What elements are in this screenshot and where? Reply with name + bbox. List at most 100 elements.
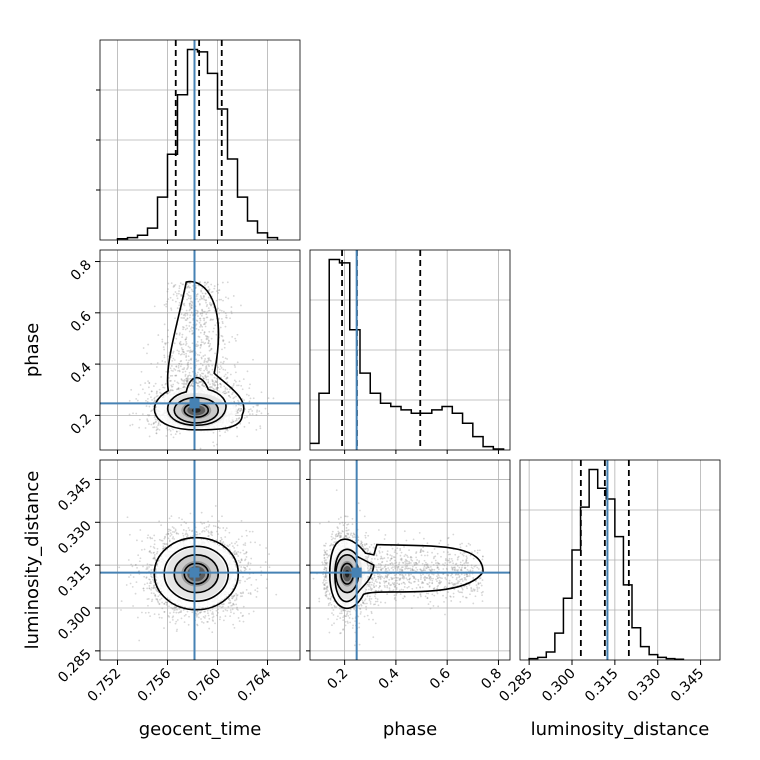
sample-point [203, 369, 206, 372]
sample-point [169, 388, 172, 391]
sample-point [226, 281, 229, 284]
sample-point [237, 384, 240, 387]
sample-point [167, 282, 170, 285]
sample-point [169, 374, 172, 377]
sample-point [169, 529, 172, 532]
sample-point [155, 392, 158, 395]
sample-point [183, 326, 185, 329]
sample-point [221, 335, 224, 338]
sample-point [165, 427, 168, 430]
sample-point [170, 365, 173, 367]
sample-point [182, 317, 184, 319]
sample-point [223, 543, 226, 546]
sample-point [158, 603, 161, 606]
sample-point [235, 380, 237, 383]
sample-point [196, 623, 199, 626]
sample-point [156, 362, 159, 364]
sample-point [222, 619, 225, 622]
sample-point [206, 369, 208, 372]
sample-point [172, 370, 174, 372]
sample-point [183, 386, 186, 388]
sample-point [208, 330, 211, 333]
sample-point [189, 321, 192, 324]
sample-point [211, 608, 214, 610]
sample-point [153, 586, 155, 588]
sample-point [148, 414, 151, 417]
sample-point [168, 616, 171, 618]
sample-point [185, 352, 187, 355]
sample-point [199, 373, 202, 376]
sample-point [148, 585, 151, 587]
sample-point [259, 427, 262, 430]
sample-point [237, 555, 240, 557]
sample-point [207, 296, 210, 299]
sample-point [215, 386, 218, 389]
sample-point [136, 566, 138, 569]
sample-point [225, 314, 228, 317]
contour-line [153, 280, 245, 431]
sample-point [180, 293, 182, 296]
density-panel-geocent_time-phase [100, 250, 300, 450]
sample-point [207, 534, 210, 537]
sample-point [200, 356, 203, 359]
sample-point [172, 286, 175, 288]
sample-point [197, 300, 200, 303]
sample-point [211, 364, 214, 367]
sample-point [200, 341, 203, 344]
sample-point [227, 597, 230, 600]
sample-point [184, 312, 187, 315]
sample-point [143, 583, 146, 586]
sample-point [196, 340, 199, 343]
sample-point [246, 565, 249, 568]
sample-point [175, 333, 178, 335]
sample-point [186, 534, 189, 537]
sample-point [183, 621, 186, 624]
sample-point [151, 598, 154, 601]
sample-point [207, 359, 210, 362]
sample-point [242, 620, 245, 623]
sample-point [260, 391, 263, 394]
sample-point [166, 601, 168, 604]
sample-point [235, 426, 238, 429]
sample-point [207, 531, 210, 534]
sample-point [236, 594, 239, 596]
sample-point [200, 367, 202, 370]
sample-point [182, 534, 185, 537]
sample-point [184, 338, 187, 341]
sample-point [163, 356, 166, 359]
sample-point [155, 552, 158, 555]
sample-point [170, 369, 173, 372]
sample-point [163, 323, 166, 326]
sample-point [206, 303, 209, 306]
sample-point [211, 290, 214, 293]
panel-frame [519, 459, 721, 661]
sample-point [256, 590, 259, 593]
sample-point [160, 616, 163, 619]
sample-point [185, 309, 188, 312]
sample-point [181, 379, 184, 382]
sample-point [256, 404, 259, 407]
sample-point [128, 533, 131, 536]
sample-point [147, 343, 150, 346]
sample-point [152, 557, 155, 560]
sample-point [203, 298, 206, 301]
sample-point [167, 377, 170, 379]
sample-point [180, 363, 183, 366]
sample-point [187, 374, 190, 377]
sample-point [188, 309, 191, 312]
sample-point [134, 592, 137, 595]
sample-point [198, 321, 201, 324]
sample-point [165, 303, 168, 305]
sample-point [218, 527, 221, 530]
sample-point [152, 546, 155, 548]
sample-point [240, 384, 243, 387]
sample-point [232, 295, 235, 297]
sample-point [226, 429, 229, 432]
sample-point [216, 383, 219, 386]
sample-point [183, 367, 186, 369]
sample-point [172, 615, 175, 618]
sample-point [150, 592, 153, 595]
sample-point [232, 603, 235, 606]
sample-point [211, 534, 214, 537]
sample-point [212, 327, 215, 330]
